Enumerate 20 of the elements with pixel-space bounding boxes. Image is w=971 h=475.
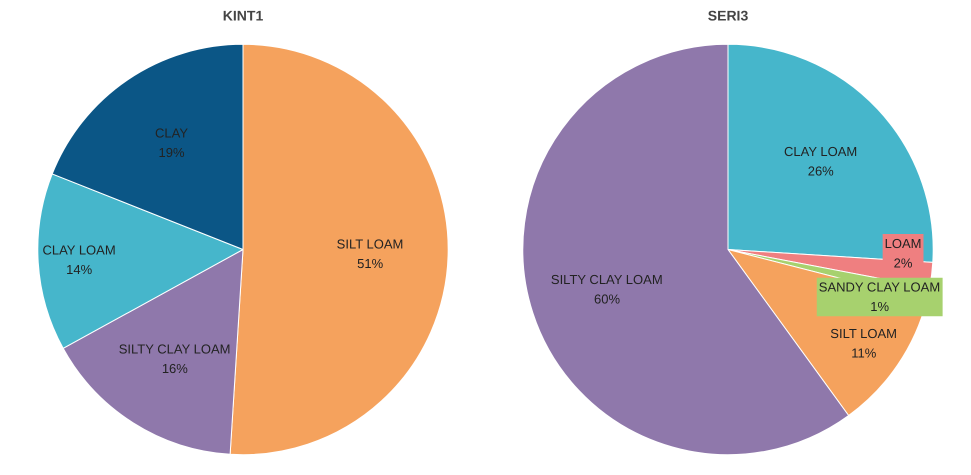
data-label: 51% — [357, 256, 384, 271]
chart-title: SERI3 — [708, 8, 748, 24]
data-label: 19% — [158, 144, 185, 160]
slice-label: SANDY CLAY LOAM — [818, 280, 940, 295]
data-label: 26% — [808, 163, 834, 178]
data-label: 1% — [870, 299, 890, 314]
data-label: 16% — [162, 360, 188, 376]
slice-label: SILT LOAM — [830, 326, 898, 341]
chart-title: KINT1 — [222, 8, 264, 24]
data-label: 60% — [594, 292, 620, 307]
data-label: 14% — [66, 262, 93, 278]
slice-label: CLAY — [154, 125, 188, 140]
slice-label: LOAM — [884, 236, 922, 251]
data-label: 11% — [851, 346, 877, 360]
slice-label: SILTY CLAY LOAM — [550, 272, 663, 288]
slice-label: CLAY LOAM — [784, 144, 858, 159]
data-label: 2% — [894, 255, 913, 270]
slice-label: CLAY LOAM — [42, 242, 116, 258]
slice-label: SILT LOAM — [336, 236, 404, 252]
slice-label: SILTY CLAY LOAM — [118, 341, 230, 356]
